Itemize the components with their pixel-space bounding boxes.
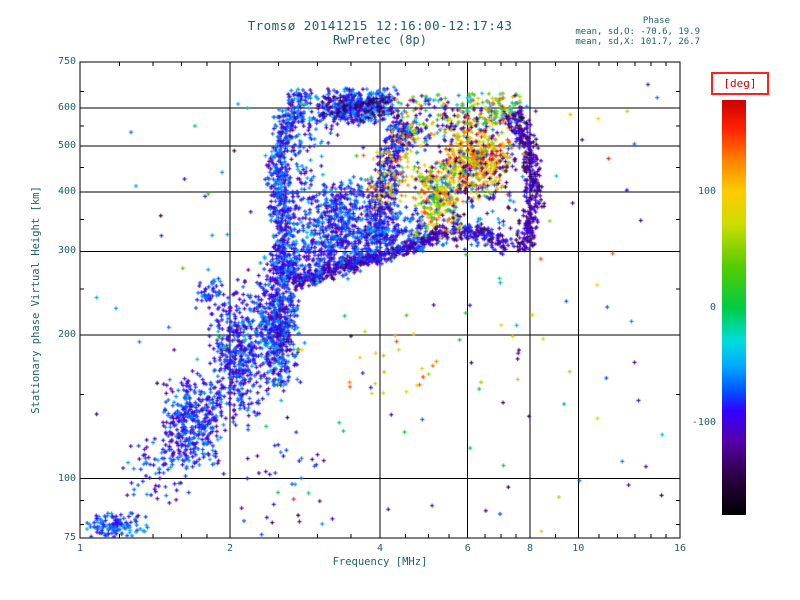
y-axis-label: Stationary phase Virtual Height [km] [30, 186, 42, 414]
colorbar-unit-label: [deg] [723, 77, 757, 90]
y-tick-label: 600 [57, 102, 76, 114]
colorbar [722, 100, 746, 515]
phase-stats-o-mode: mean, sd,O: -70.6, 19.9 [575, 26, 700, 37]
colorbar-unit-box: [deg] [711, 72, 769, 95]
y-tick-label: 300 [57, 245, 76, 257]
x-tick-label: 1 [76, 543, 84, 554]
y-tick-label: 75 [63, 532, 76, 543]
x-tick-label: 16 [673, 543, 687, 554]
x-tick-label: 10 [572, 543, 585, 554]
x-axis-label: Frequency [MHz] [332, 556, 428, 568]
phase-stats-x-mode: mean, sd,X: 101.7, 26.7 [575, 37, 700, 47]
plot-title: Tromsø 20141215 12:16:00-12:17:43 [247, 18, 513, 33]
y-tick-label: 750 [57, 56, 76, 67]
y-tick-label: 500 [57, 139, 76, 151]
x-tick-label: 8 [526, 543, 534, 554]
phase-stats: Phase mean, sd,O: -70.6, 19.9 mean, sd,X… [540, 16, 700, 48]
x-tick-label: 6 [464, 543, 471, 554]
y-tick-label: 400 [57, 185, 76, 197]
plot-subtitle: RwPretec (8p) [333, 33, 427, 47]
colorbar-tick-label: 100 [697, 186, 716, 198]
colorbar-tick-label: -100 [691, 416, 716, 428]
y-tick-label: 100 [57, 472, 76, 484]
y-tick-label: 200 [57, 329, 76, 341]
x-tick-label: 2 [226, 543, 234, 554]
x-tick-label: 4 [376, 543, 384, 554]
scatter-canvas [80, 62, 680, 538]
phase-stats-heading: Phase [642, 16, 670, 26]
colorbar-tick-label: 0 [709, 301, 716, 313]
